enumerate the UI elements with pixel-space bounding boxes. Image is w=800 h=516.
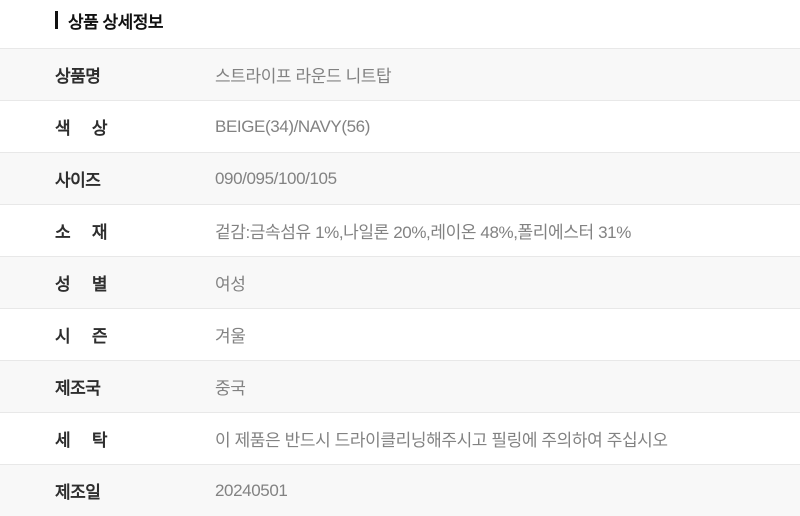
product-detail-page: 상품 상세정보 상품명 스트라이프 라운드 니트탑 색 상 BEIGE(34)/… xyxy=(0,7,800,516)
spec-label: 제조일 xyxy=(0,478,215,503)
spec-label: 사이즈 xyxy=(0,166,215,191)
product-spec-table: 상품명 스트라이프 라운드 니트탑 색 상 BEIGE(34)/NAVY(56)… xyxy=(0,48,800,516)
table-row: 제조국 중국 xyxy=(0,360,800,412)
spec-label-text: 색 상 xyxy=(55,119,108,138)
spec-label: 시 즌 xyxy=(0,322,215,347)
table-row: 세 탁 이 제품은 반드시 드라이클리닝해주시고 필링에 주의하여 주십시오 xyxy=(0,412,800,464)
spec-label: 색 상 xyxy=(0,114,215,139)
spec-label: 소 재 xyxy=(0,218,215,243)
spec-value: 20240501 xyxy=(215,480,288,500)
spec-label-text: 성 별 xyxy=(55,275,108,294)
spec-label: 제조국 xyxy=(0,374,215,399)
spec-value: 여성 xyxy=(215,275,246,294)
spec-label-text: 소 재 xyxy=(55,223,108,242)
table-row: 성 별 여성 xyxy=(0,256,800,308)
spec-value: 이 제품은 반드시 드라이클리닝해주시고 필링에 주의하여 주십시오 xyxy=(215,431,668,450)
spec-value: 090/095/100/105 xyxy=(215,168,337,188)
table-row: 소 재 겉감:금속섬유 1%,나일론 20%,레이온 48%,폴리에스터 31% xyxy=(0,204,800,256)
spec-value: 중국 xyxy=(215,379,246,398)
table-row: 사이즈 090/095/100/105 xyxy=(0,152,800,204)
spec-label-text: 상품명 xyxy=(55,67,101,86)
table-row: 상품명 스트라이프 라운드 니트탑 xyxy=(0,48,800,100)
spec-label-text: 제조국 xyxy=(55,379,101,398)
table-row: 시 즌 겨울 xyxy=(0,308,800,360)
spec-label-text: 세 탁 xyxy=(55,431,108,450)
spec-value: 겉감:금속섬유 1%,나일론 20%,레이온 48%,폴리에스터 31% xyxy=(215,223,631,242)
table-row: 색 상 BEIGE(34)/NAVY(56) xyxy=(0,100,800,152)
spec-value: 스트라이프 라운드 니트탑 xyxy=(215,67,392,86)
title-accent-bar-icon xyxy=(55,11,58,29)
spec-label-text: 사이즈 xyxy=(55,171,101,190)
spec-label-text: 시 즌 xyxy=(55,327,108,346)
spec-value: BEIGE(34)/NAVY(56) xyxy=(215,116,370,136)
section-header: 상품 상세정보 xyxy=(0,7,800,33)
spec-label-text: 제조일 xyxy=(55,483,101,502)
spec-value: 겨울 xyxy=(215,327,246,346)
spec-label: 세 탁 xyxy=(0,426,215,451)
table-row: 제조일 20240501 xyxy=(0,464,800,516)
spec-label: 상품명 xyxy=(0,62,215,87)
section-title: 상품 상세정보 xyxy=(68,12,164,32)
spec-label: 성 별 xyxy=(0,270,215,295)
